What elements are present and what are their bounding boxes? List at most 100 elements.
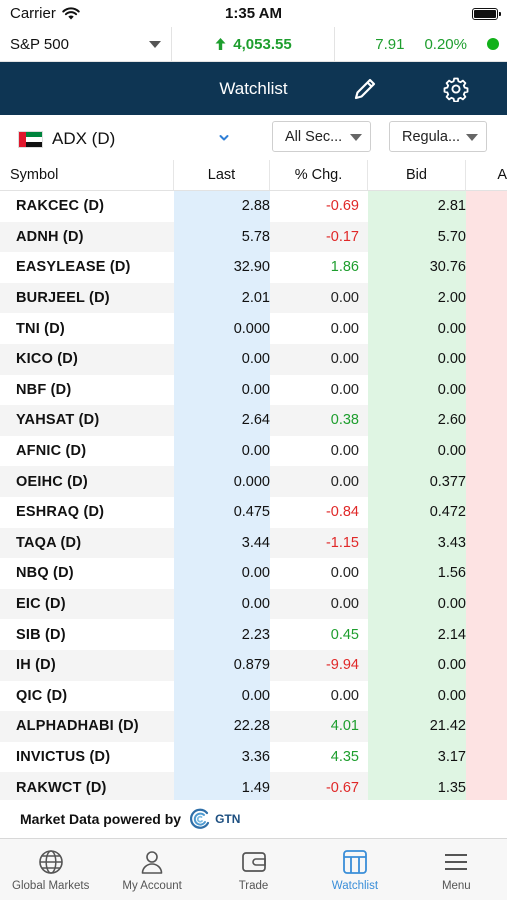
sector-filter-label: All Sec... — [285, 128, 343, 145]
cell-last-value: 5.78 — [241, 228, 270, 245]
table-row[interactable]: IH (D) 0.879 -9.94 0.00 — [0, 649, 507, 681]
table-row[interactable]: YAHSAT (D) 2.64 0.38 2.60 — [0, 405, 507, 436]
cell-last-value: 32.90 — [233, 259, 270, 276]
wifi-icon — [62, 7, 80, 20]
header-pct-chg[interactable]: % Chg. — [270, 160, 368, 190]
table-row[interactable]: QIC (D) 0.00 0.00 0.00 — [0, 680, 507, 712]
table-row[interactable]: RAKWCT (D) 1.49 -0.67 1.35 — [0, 772, 507, 803]
table-row[interactable]: INVICTUS (D) 3.36 4.35 3.17 — [0, 741, 507, 773]
cell-ask — [466, 496, 507, 528]
caret-down-icon — [149, 40, 161, 48]
cell-last: 0.00 — [174, 588, 270, 620]
cell-ask — [466, 313, 507, 344]
index-change: 7.91 0.20% — [335, 36, 507, 53]
sector-filter-dropdown[interactable]: All Sec... — [272, 121, 371, 152]
cell-bid: 3.43 — [368, 527, 466, 559]
cell-last: 2.88 — [174, 191, 270, 222]
cell-bid: 30.76 — [368, 252, 466, 283]
board-filter-dropdown[interactable]: Regula... — [389, 121, 487, 152]
cell-last: 0.00 — [174, 558, 270, 589]
header-last[interactable]: Last — [174, 160, 270, 190]
cell-symbol: QIC (D) — [0, 680, 174, 712]
cell-last: 0.879 — [174, 649, 270, 681]
hamburger-icon — [445, 854, 468, 870]
header-bid[interactable]: Bid — [368, 160, 466, 190]
index-value-text: 4,053.55 — [233, 35, 292, 53]
edit-pencil-icon[interactable] — [352, 76, 378, 102]
cell-pct-chg: 0.00 — [270, 588, 368, 620]
table-row[interactable]: TNI (D) 0.000 0.00 0.00 — [0, 313, 507, 344]
tab-label: Watchlist — [331, 880, 379, 892]
table-row[interactable]: EIC (D) 0.00 0.00 0.00 — [0, 588, 507, 620]
table-row[interactable]: TAQA (D) 3.44 -1.15 3.43 — [0, 527, 507, 559]
table-row[interactable]: NBQ (D) 0.00 0.00 1.56 — [0, 558, 507, 589]
cell-symbol: INVICTUS (D) — [0, 741, 174, 773]
tab-watchlist[interactable]: Watchlist — [304, 839, 405, 900]
index-selector[interactable]: S&P 500 — [0, 27, 172, 61]
cell-symbol: SIB (D) — [0, 619, 174, 650]
cell-last-value: 0.879 — [233, 657, 270, 674]
cell-last-value: 0.00 — [241, 381, 270, 398]
exchange-selector[interactable]: ADX (D) — [18, 125, 233, 153]
wallet-icon — [241, 852, 266, 872]
table-row[interactable]: EASYLEASE (D) 32.90 1.86 30.76 — [0, 252, 507, 283]
cell-ask — [466, 741, 507, 773]
table-row[interactable]: ESHRAQ (D) 0.475 -0.84 0.472 — [0, 496, 507, 528]
cell-bid: 2.60 — [368, 405, 466, 436]
battery-icon — [472, 7, 501, 20]
status-left: Carrier — [10, 5, 80, 22]
cell-last-value: 1.49 — [241, 779, 270, 796]
cell-bid: 2.00 — [368, 282, 466, 314]
cell-last: 0.000 — [174, 313, 270, 344]
cell-ask — [466, 191, 507, 222]
cell-ask — [466, 649, 507, 681]
cell-bid: 0.00 — [368, 680, 466, 712]
table-row[interactable]: BURJEEL (D) 2.01 0.00 2.00 — [0, 282, 507, 314]
cell-ask — [466, 619, 507, 650]
table-row[interactable]: AFNIC (D) 0.00 0.00 0.00 — [0, 435, 507, 467]
cell-symbol: RAKCEC (D) — [0, 191, 174, 222]
cell-ask — [466, 343, 507, 375]
cell-bid: 0.00 — [368, 374, 466, 406]
header-ask[interactable]: A — [497, 167, 507, 183]
table-row[interactable]: RAKCEC (D) 2.88 -0.69 2.81 — [0, 191, 507, 222]
cell-bid: 5.70 — [368, 221, 466, 253]
table-row[interactable]: NBF (D) 0.00 0.00 0.00 — [0, 374, 507, 406]
tab-label: Global Markets — [12, 880, 90, 892]
table-row[interactable]: KICO (D) 0.00 0.00 0.00 — [0, 343, 507, 375]
cell-ask — [466, 282, 507, 314]
person-icon — [141, 851, 163, 874]
cell-last-value: 0.00 — [241, 565, 270, 582]
cell-bid: 1.35 — [368, 772, 466, 803]
globe-icon — [38, 850, 63, 874]
cell-pct-chg: 0.45 — [270, 619, 368, 650]
table-body: RAKCEC (D) 2.88 -0.69 2.81 ADNH (D) 5.78 -0.17… — [0, 191, 507, 803]
table-row[interactable]: ALPHADHABI (D) 22.28 4.01 21.42 — [0, 711, 507, 742]
cell-last-value: 0.475 — [233, 504, 270, 521]
index-change-pct: 0.20% — [424, 35, 467, 53]
cell-last: 2.64 — [174, 405, 270, 436]
cell-last: 2.23 — [174, 619, 270, 650]
cell-symbol: RAKWCT (D) — [0, 772, 174, 803]
tab-trade[interactable]: Trade — [203, 839, 304, 900]
table-row[interactable]: OEIHC (D) 0.000 0.00 0.377 — [0, 466, 507, 497]
tab-my-account[interactable]: My Account — [101, 839, 202, 900]
watchlist-table: Symbol Last % Chg. Bid A RAKCEC (D) 2.88 -… — [0, 160, 507, 803]
cell-last-value: 2.88 — [241, 198, 270, 215]
tab-global-markets[interactable]: Global Markets — [0, 839, 101, 900]
cell-last-value: 0.00 — [241, 687, 270, 704]
table-row[interactable]: SIB (D) 2.23 0.45 2.14 — [0, 619, 507, 650]
table-header: Symbol Last % Chg. Bid A — [0, 160, 507, 191]
cell-pct-chg: -0.67 — [270, 772, 368, 803]
arrow-up-icon — [215, 38, 226, 50]
cell-symbol: KICO (D) — [0, 343, 174, 375]
cell-symbol: ALPHADHABI (D) — [0, 711, 174, 742]
table-row[interactable]: ADNH (D) 5.78 -0.17 5.70 — [0, 221, 507, 253]
tab-menu[interactable]: Menu — [406, 839, 507, 900]
tab-label: Menu — [441, 880, 471, 892]
header-symbol[interactable]: Symbol — [0, 160, 174, 190]
gear-icon[interactable] — [443, 76, 469, 102]
cell-ask — [466, 772, 507, 803]
cell-last-value: 0.00 — [241, 443, 270, 460]
cell-pct-chg: 0.00 — [270, 374, 368, 406]
